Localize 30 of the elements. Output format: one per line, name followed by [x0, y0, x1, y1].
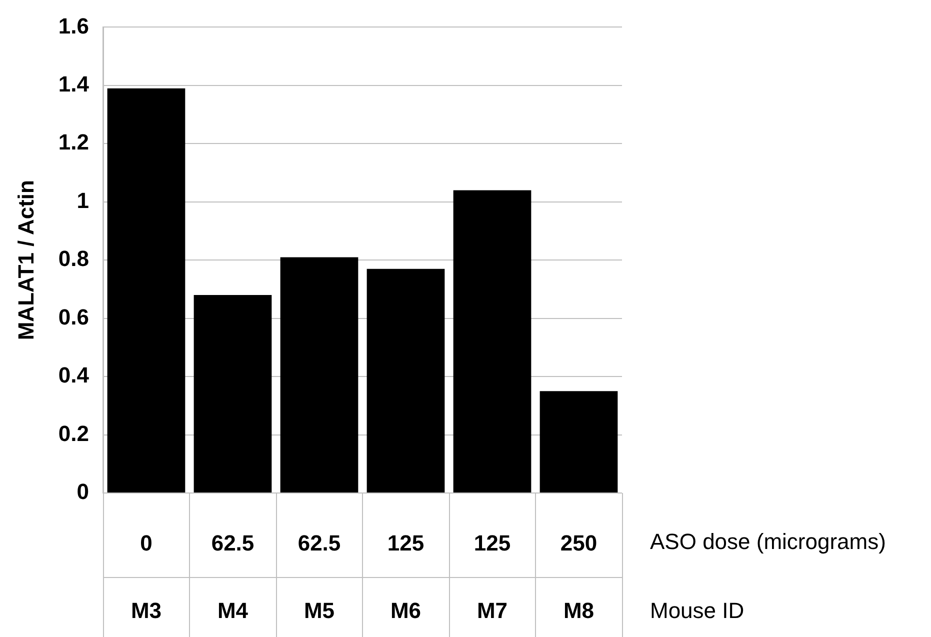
y-tick-label: 0.8 — [58, 246, 89, 272]
y-tick-label: 0.4 — [58, 362, 90, 388]
text: M7 — [476, 598, 508, 624]
x-tick-label: 0 — [140, 530, 152, 556]
y-tick-label: 0.6 — [58, 304, 89, 330]
y-axis-title: MALAT1 / Actin — [13, 180, 38, 340]
bar — [194, 295, 272, 492]
x-tick-label: 125 — [387, 530, 424, 556]
y-tick-label: 1.2 — [58, 130, 89, 155]
text: M8 — [563, 598, 594, 624]
y-tick-label: 1 — [76, 188, 89, 213]
bar — [280, 257, 358, 492]
bar — [366, 268, 445, 492]
text: M4 — [217, 598, 249, 624]
y-tick-label: 1.6 — [58, 13, 89, 38]
bar — [453, 190, 532, 492]
x-tick-label: 62.5 — [211, 530, 254, 556]
x-tick-label: 250 — [560, 530, 598, 556]
x-tick-label: 62.5 — [298, 530, 341, 556]
text: M5 — [304, 598, 335, 624]
bar — [107, 88, 186, 492]
text: M3 — [130, 598, 162, 624]
text: Mouse ID — [650, 598, 744, 624]
bar — [540, 391, 618, 492]
x-axis-title: ASO dose (micrograms) — [650, 529, 886, 554]
y-tick-label: 1.4 — [58, 71, 90, 96]
y-tick-label: 0 — [76, 479, 89, 504]
text: M6 — [390, 598, 422, 624]
x-tick-label: 125 — [474, 530, 511, 556]
y-tick-label: 0.2 — [58, 420, 89, 446]
